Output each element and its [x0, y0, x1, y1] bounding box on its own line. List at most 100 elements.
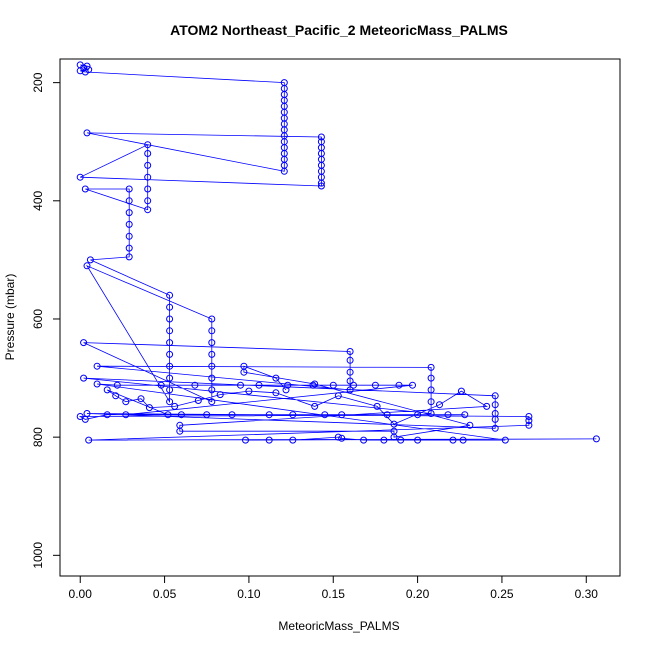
data-point [191, 381, 199, 389]
y-tick-label: 400 [31, 190, 45, 210]
data-point [80, 374, 88, 382]
data-point [93, 362, 101, 370]
data-point [112, 392, 120, 400]
data-point [164, 411, 172, 419]
data-point [203, 411, 211, 419]
data-point [166, 339, 174, 347]
data-point [427, 398, 435, 406]
data-point [321, 411, 329, 419]
data-point [346, 356, 354, 364]
data-point [461, 411, 469, 419]
data-point [373, 402, 381, 410]
data-point [125, 232, 133, 240]
data-point [317, 179, 325, 187]
data-point [228, 411, 236, 419]
data-point [436, 401, 443, 409]
data-point [81, 68, 89, 76]
data-point [491, 401, 499, 409]
x-tick-label: 0.30 [575, 587, 599, 601]
data-point [103, 386, 111, 394]
data-point [380, 436, 388, 444]
data-point [414, 411, 422, 419]
data-point [166, 327, 174, 335]
data-point [137, 395, 145, 403]
data-point [166, 315, 174, 323]
y-tick-label: 200 [31, 72, 45, 92]
data-point [144, 150, 152, 157]
data-point [166, 303, 174, 311]
data-point [208, 339, 216, 347]
data-point [81, 415, 89, 423]
series-line [78, 64, 597, 441]
y-axis-label: Pressure (mbar) [3, 274, 17, 361]
data-point [93, 380, 101, 388]
data-point [317, 182, 325, 190]
data-point [125, 244, 133, 252]
data-point [171, 402, 179, 410]
data-point [208, 374, 216, 382]
data-point [166, 291, 174, 299]
data-point [242, 436, 249, 444]
x-axis-label: MeteoricMass_PALMS [278, 619, 399, 633]
data-point [346, 386, 354, 394]
data-point [501, 436, 509, 444]
data-point [125, 209, 133, 217]
data-point [397, 436, 405, 444]
data-point [157, 381, 165, 389]
data-point [166, 386, 174, 394]
data-point [395, 381, 403, 389]
data-point [265, 436, 273, 444]
data-point [80, 339, 88, 347]
data-point [284, 381, 292, 389]
y-axis: 200 400 600 800 1000 [31, 72, 61, 569]
y-tick-label: 600 [31, 309, 45, 329]
data-point [144, 185, 152, 193]
data-point [145, 404, 153, 412]
plot-frame [59, 58, 621, 577]
data-point [390, 420, 398, 428]
data-point [237, 381, 244, 389]
data-point [144, 161, 152, 169]
data-point [317, 133, 325, 141]
data-point [144, 197, 152, 205]
data-point [289, 436, 297, 444]
data-point [466, 421, 474, 429]
x-tick-label: 0.15 [322, 587, 346, 601]
data-point [208, 398, 216, 406]
data-point [371, 381, 379, 389]
data-point [449, 436, 457, 444]
data-point [85, 436, 93, 444]
data-point [125, 197, 133, 205]
data-point [125, 185, 133, 193]
data-point [383, 411, 391, 419]
y-tick-label: 800 [31, 427, 45, 447]
data-point [166, 350, 174, 358]
data-point [177, 411, 185, 419]
data-point [289, 411, 297, 419]
data-point [427, 386, 435, 394]
x-tick-label: 0.00 [69, 587, 93, 601]
data-point [427, 410, 435, 417]
data-point [125, 220, 133, 228]
data-point [444, 411, 452, 419]
data-point [427, 374, 435, 382]
x-axis: 0.00 0.05 0.10 0.15 0.20 0.25 0.30 [69, 575, 599, 601]
x-tick-label: 0.20 [406, 587, 430, 601]
data-point [144, 173, 152, 181]
data-point [483, 402, 491, 410]
series-layer [76, 61, 600, 444]
data-point [86, 256, 94, 264]
data-point [255, 381, 263, 389]
data-point [525, 417, 533, 425]
data-point [122, 398, 130, 406]
data-point [83, 262, 91, 270]
data-point [176, 427, 184, 435]
data-point [338, 411, 346, 419]
data-point [491, 415, 499, 423]
data-point [166, 362, 174, 370]
data-point [208, 350, 216, 358]
y-tick-label: 1000 [31, 542, 45, 569]
data-point [592, 435, 600, 443]
data-point [525, 413, 533, 420]
data-point [338, 434, 346, 442]
